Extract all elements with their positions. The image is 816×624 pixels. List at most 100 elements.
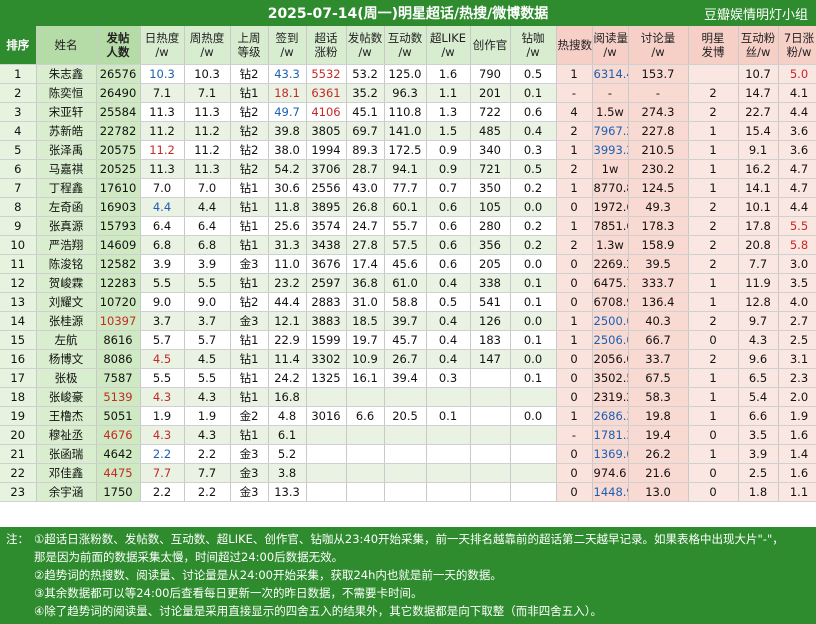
row-super-like: 0.4 <box>426 311 471 331</box>
row-creator: 280 <box>470 216 511 236</box>
row-wb-interaction: 7.7 <box>738 254 779 274</box>
row-topic-fans <box>306 482 347 502</box>
row-topic-fans <box>306 444 347 464</box>
row-topic-fans: 6361 <box>306 83 347 103</box>
row-discuss: 49.3 <box>628 197 689 217</box>
row-week-heat: 11.2 <box>184 121 231 141</box>
row-fans-7d: 5.8 <box>778 235 816 255</box>
row-topic-fans: 3302 <box>306 349 347 369</box>
row-fans-7d: 2.7 <box>778 311 816 331</box>
row-super-like: 0.4 <box>426 349 471 369</box>
row-hot-search: 1 <box>556 64 593 84</box>
row-hot-search: - <box>556 425 593 445</box>
col-name: 姓名 <box>36 26 97 65</box>
row-posts: 26576 <box>96 64 141 84</box>
row-diamond: 0.0 <box>510 254 557 274</box>
row-name: 杨博文 <box>36 349 97 369</box>
row-posts: 26490 <box>96 83 141 103</box>
row-day-heat: 6.4 <box>140 216 185 236</box>
row-read: 1.3w <box>592 235 629 255</box>
row-creator: 340 <box>470 140 511 160</box>
row-hot-search: 2 <box>556 121 593 141</box>
row-hot-search: 0 <box>556 254 593 274</box>
row-name: 左航 <box>36 330 97 350</box>
row-checkin: 39.8 <box>268 121 307 141</box>
row-read: 1781.3 <box>592 425 629 445</box>
row-post-count <box>346 444 385 464</box>
row-super-like: 1.5 <box>426 121 471 141</box>
note-2: ②趋势词的热搜数、阅读量、讨论量是从24:00开始采集，获取24h内也就是前一天… <box>34 568 502 582</box>
row-discuss: - <box>628 83 689 103</box>
row-discuss: 58.3 <box>628 387 689 407</box>
row-post-count: 35.2 <box>346 83 385 103</box>
row-topic-fans: 2556 <box>306 178 347 198</box>
row-rank: 10 <box>0 235 37 255</box>
row-wb-interaction: 11.9 <box>738 273 779 293</box>
col-interaction: 互动数/w <box>384 26 427 65</box>
row-day-heat: 5.7 <box>140 330 185 350</box>
row-super-like: 0.4 <box>426 273 471 293</box>
row-fans-7d: 1.9 <box>778 406 816 426</box>
title-bar: 2025-07-14(周一)明星超话/热搜/微博数据 豆瓣娱情明灯小组 <box>0 0 816 26</box>
row-name: 丁程鑫 <box>36 178 97 198</box>
row-weibo-post: 2 <box>688 235 739 255</box>
row-read: 7967.2 <box>592 121 629 141</box>
row-discuss: 66.7 <box>628 330 689 350</box>
row-wb-interaction: 2.5 <box>738 463 779 483</box>
row-super-like: 1.6 <box>426 64 471 84</box>
row-super-like <box>426 444 471 464</box>
row-rank: 19 <box>0 406 37 426</box>
row-creator <box>470 425 511 445</box>
row-week-heat: 4.4 <box>184 197 231 217</box>
row-discuss: 13.0 <box>628 482 689 502</box>
row-day-heat: 5.5 <box>140 368 185 388</box>
row-read: 1w <box>592 159 629 179</box>
notes-panel: 注： ①超话日涨粉数、发帖数、互动数、超LIKE、创作官、钻咖从23:40开始采集… <box>0 527 816 624</box>
row-name: 马嘉祺 <box>36 159 97 179</box>
row-rank: 17 <box>0 368 37 388</box>
row-rank: 12 <box>0 273 37 293</box>
row-discuss: 40.3 <box>628 311 689 331</box>
row-post-count: 45.1 <box>346 102 385 122</box>
row-weibo-post: 0 <box>688 425 739 445</box>
row-week-heat: 10.3 <box>184 64 231 84</box>
row-name: 左奇函 <box>36 197 97 217</box>
row-wb-interaction: 3.9 <box>738 444 779 464</box>
row-creator <box>470 463 511 483</box>
row-discuss: 210.5 <box>628 140 689 160</box>
row-level: 钻2 <box>230 102 269 122</box>
row-level: 钻2 <box>230 140 269 160</box>
row-weibo-post: 0 <box>688 330 739 350</box>
row-super-like <box>426 482 471 502</box>
row-read: 1448.9 <box>592 482 629 502</box>
row-interaction <box>384 482 427 502</box>
row-topic-fans: 1994 <box>306 140 347 160</box>
row-day-heat: 11.2 <box>140 121 185 141</box>
row-hot-search: - <box>556 83 593 103</box>
table-row: 16 杨博文 8086 4.5 4.5 钻1 11.4 3302 10.9 26.7 0.4 147 0… <box>0 349 816 369</box>
row-super-like: 0.9 <box>426 159 471 179</box>
row-posts: 4642 <box>96 444 141 464</box>
row-post-count: 31.0 <box>346 292 385 312</box>
row-super-like: 1.3 <box>426 102 471 122</box>
row-fans-7d: 4.7 <box>778 178 816 198</box>
row-checkin: 31.3 <box>268 235 307 255</box>
row-level: 钻1 <box>230 235 269 255</box>
row-week-heat: 7.0 <box>184 178 231 198</box>
row-super-like: 0.1 <box>426 406 471 426</box>
row-weibo-post: 1 <box>688 368 739 388</box>
row-weibo-post: 1 <box>688 159 739 179</box>
row-checkin: 12.1 <box>268 311 307 331</box>
row-interaction: 39.4 <box>384 368 427 388</box>
row-discuss: 21.6 <box>628 463 689 483</box>
row-discuss: 227.8 <box>628 121 689 141</box>
row-creator: 147 <box>470 349 511 369</box>
row-interaction: 141.0 <box>384 121 427 141</box>
table-row: 13 刘耀文 10720 9.0 9.0 钻2 44.4 2883 31.0 58.8 0.5 541… <box>0 292 816 312</box>
row-diamond: 0.1 <box>510 292 557 312</box>
row-super-like: 0.3 <box>426 368 471 388</box>
row-wb-interaction: 10.7 <box>738 64 779 84</box>
row-fans-7d: 4.0 <box>778 292 816 312</box>
row-diamond: 0.6 <box>510 102 557 122</box>
